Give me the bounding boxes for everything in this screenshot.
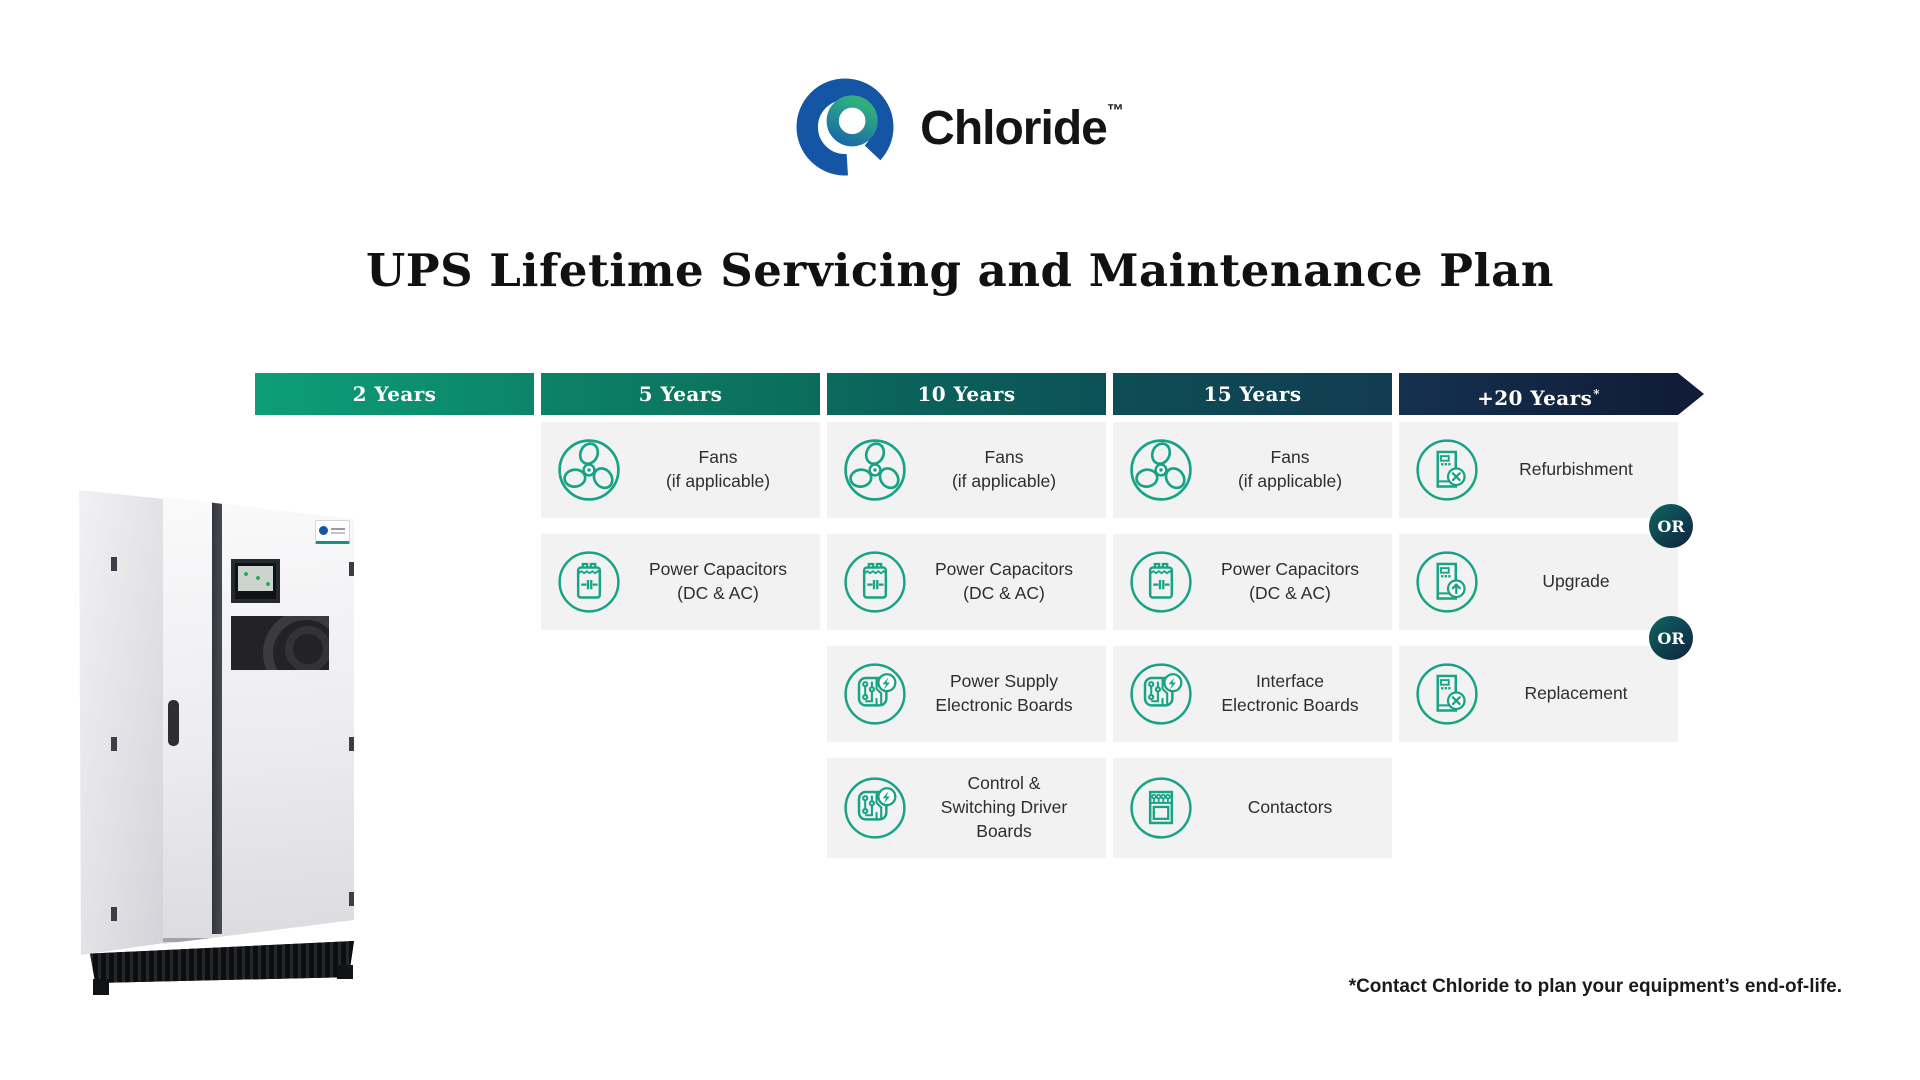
replacement-icon	[1414, 661, 1480, 727]
capacitor-icon	[556, 549, 622, 615]
card-fans-if-applicable: Fans (if applicable)	[541, 422, 820, 518]
card-label: Power Capacitors (DC & AC)	[1220, 559, 1360, 603]
card-label: Interface Electronic Boards	[1221, 671, 1359, 715]
cabinet-hinge	[111, 907, 117, 921]
card-label: Control & Switching Driver Boards	[940, 773, 1068, 841]
timeline-header-15-years: 15 Years	[1113, 373, 1392, 415]
cabinet-door-handle	[168, 700, 179, 746]
card-interface-electronic-boards: Interface Electronic Boards	[1113, 646, 1392, 742]
card-contactors: Contactors	[1113, 758, 1392, 858]
card-control-switching-driver-boards: Control & Switching Driver Boards	[827, 758, 1106, 858]
cabinet-hinge	[111, 557, 117, 571]
timeline-column-20-years: +20 Years* Refurbishment Upgrade Replace…	[1399, 373, 1704, 893]
timeline-header-10-years: 10 Years	[827, 373, 1106, 415]
timeline-column-5-years: 5 Years Fans (if applicable) Power Capaci…	[541, 373, 820, 893]
cabinet-bottom-edge	[163, 938, 354, 942]
cabinet-hinge	[349, 737, 354, 751]
brand-name: Chloride	[920, 101, 1108, 155]
fan-icon	[556, 437, 622, 503]
cabinet-foot	[93, 979, 109, 995]
capacitor-icon	[842, 549, 908, 615]
cabinet-door-divider	[212, 501, 222, 934]
cabinet-foot	[337, 965, 353, 979]
fan-icon	[842, 437, 908, 503]
cabinet-touchscreen	[231, 559, 280, 603]
card-label: Replacement	[1524, 683, 1628, 704]
timeline-column-15-years: 15 Years Fans (if applicable) Power Capac…	[1113, 373, 1392, 893]
card-label: Fans (if applicable)	[1237, 447, 1343, 491]
card-power-capacitors-dc-ac: Power Capacitors (DC & AC)	[1113, 534, 1392, 630]
card-fans-if-applicable: Fans (if applicable)	[827, 422, 1106, 518]
timeline-column-10-years: 10 Years Fans (if applicable) Power Capac…	[827, 373, 1106, 893]
cabinet-hinge	[349, 562, 354, 576]
or-badge: OR	[1649, 504, 1693, 548]
timeline-arrow-icon	[1678, 373, 1704, 415]
timeline-header-20-years: +20 Years*	[1399, 373, 1704, 415]
circuit-board-icon	[842, 775, 908, 841]
cabinet-front-panel	[163, 497, 354, 944]
card-upgrade: Upgrade	[1399, 534, 1678, 630]
cabinet-brand-sticker	[315, 520, 350, 544]
capacitor-icon	[1128, 549, 1194, 615]
cabinet-hinge	[111, 737, 117, 751]
card-power-capacitors-dc-ac: Power Capacitors (DC & AC)	[541, 534, 820, 630]
footnote: *Contact Chloride to plan your equipment…	[1348, 976, 1842, 997]
cabinet-side-panel	[79, 490, 164, 955]
card-label: Fans (if applicable)	[665, 447, 771, 491]
cabinet-glass-panel	[231, 616, 329, 670]
card-label: Fans (if applicable)	[951, 447, 1057, 491]
circuit-board-icon	[1128, 661, 1194, 727]
trademark-symbol: ™	[1106, 100, 1124, 120]
cabinet-hinge	[349, 892, 354, 906]
fan-icon	[1128, 437, 1194, 503]
ups-cabinet-image	[75, 487, 375, 1017]
page-title: UPS Lifetime Servicing and Maintenance P…	[366, 244, 1554, 297]
or-badge: OR	[1649, 616, 1693, 660]
chloride-logo-icon	[796, 78, 894, 176]
card-label: Contactors	[1247, 797, 1333, 818]
card-refurbishment: Refurbishment	[1399, 422, 1678, 518]
card-power-capacitors-dc-ac: Power Capacitors (DC & AC)	[827, 534, 1106, 630]
timeline-column-2-years: 2 Years	[255, 373, 534, 893]
upgrade-icon	[1414, 549, 1480, 615]
cabinet-screen-graphic	[238, 566, 273, 591]
card-label: Power Capacitors (DC & AC)	[648, 559, 788, 603]
card-label: Refurbishment	[1519, 459, 1633, 480]
contactor-icon	[1128, 775, 1194, 841]
timeline-header-5-years: 5 Years	[541, 373, 820, 415]
card-replacement: Replacement	[1399, 646, 1678, 742]
refurbishment-icon	[1414, 437, 1480, 503]
card-label: Power Capacitors (DC & AC)	[934, 559, 1074, 603]
card-fans-if-applicable: Fans (if applicable)	[1113, 422, 1392, 518]
card-label: Power Supply Electronic Boards	[935, 671, 1073, 715]
card-label: Upgrade	[1542, 571, 1610, 592]
card-power-supply-electronic-boards: Power Supply Electronic Boards	[827, 646, 1106, 742]
brand-header: Chloride™	[0, 78, 1920, 176]
circuit-board-icon	[842, 661, 908, 727]
brand-wordmark: Chloride™	[920, 102, 1124, 153]
timeline-header-2-years: 2 Years	[255, 373, 534, 415]
